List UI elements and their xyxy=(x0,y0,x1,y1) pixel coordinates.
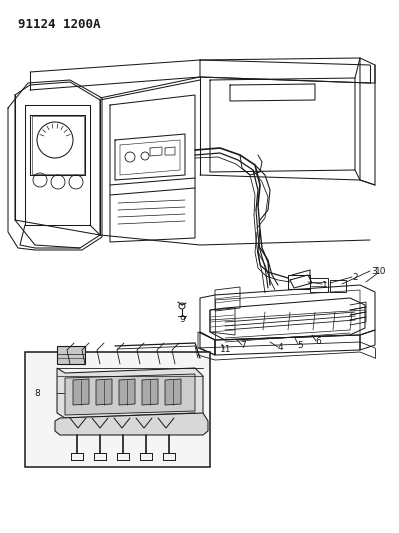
Polygon shape xyxy=(96,379,112,405)
Bar xyxy=(57,346,85,364)
Text: 5: 5 xyxy=(297,341,303,350)
Text: 9: 9 xyxy=(179,316,185,325)
Polygon shape xyxy=(142,379,158,405)
Polygon shape xyxy=(65,374,195,415)
Bar xyxy=(310,278,328,292)
Text: 11: 11 xyxy=(220,345,232,354)
Bar xyxy=(288,275,310,289)
Polygon shape xyxy=(73,379,89,405)
Text: 2: 2 xyxy=(352,273,358,282)
Text: 4: 4 xyxy=(277,343,283,352)
Polygon shape xyxy=(165,379,181,405)
Text: 7: 7 xyxy=(240,342,246,351)
Text: 8: 8 xyxy=(34,389,40,398)
Text: 91124 1200A: 91124 1200A xyxy=(18,18,101,31)
Polygon shape xyxy=(119,379,135,405)
Bar xyxy=(25,352,210,467)
Polygon shape xyxy=(55,413,208,435)
Polygon shape xyxy=(57,368,203,421)
Text: 1: 1 xyxy=(322,281,328,290)
Text: 3: 3 xyxy=(371,266,377,276)
Text: 10: 10 xyxy=(375,268,387,277)
Text: 6: 6 xyxy=(315,337,321,346)
Bar xyxy=(330,280,346,292)
